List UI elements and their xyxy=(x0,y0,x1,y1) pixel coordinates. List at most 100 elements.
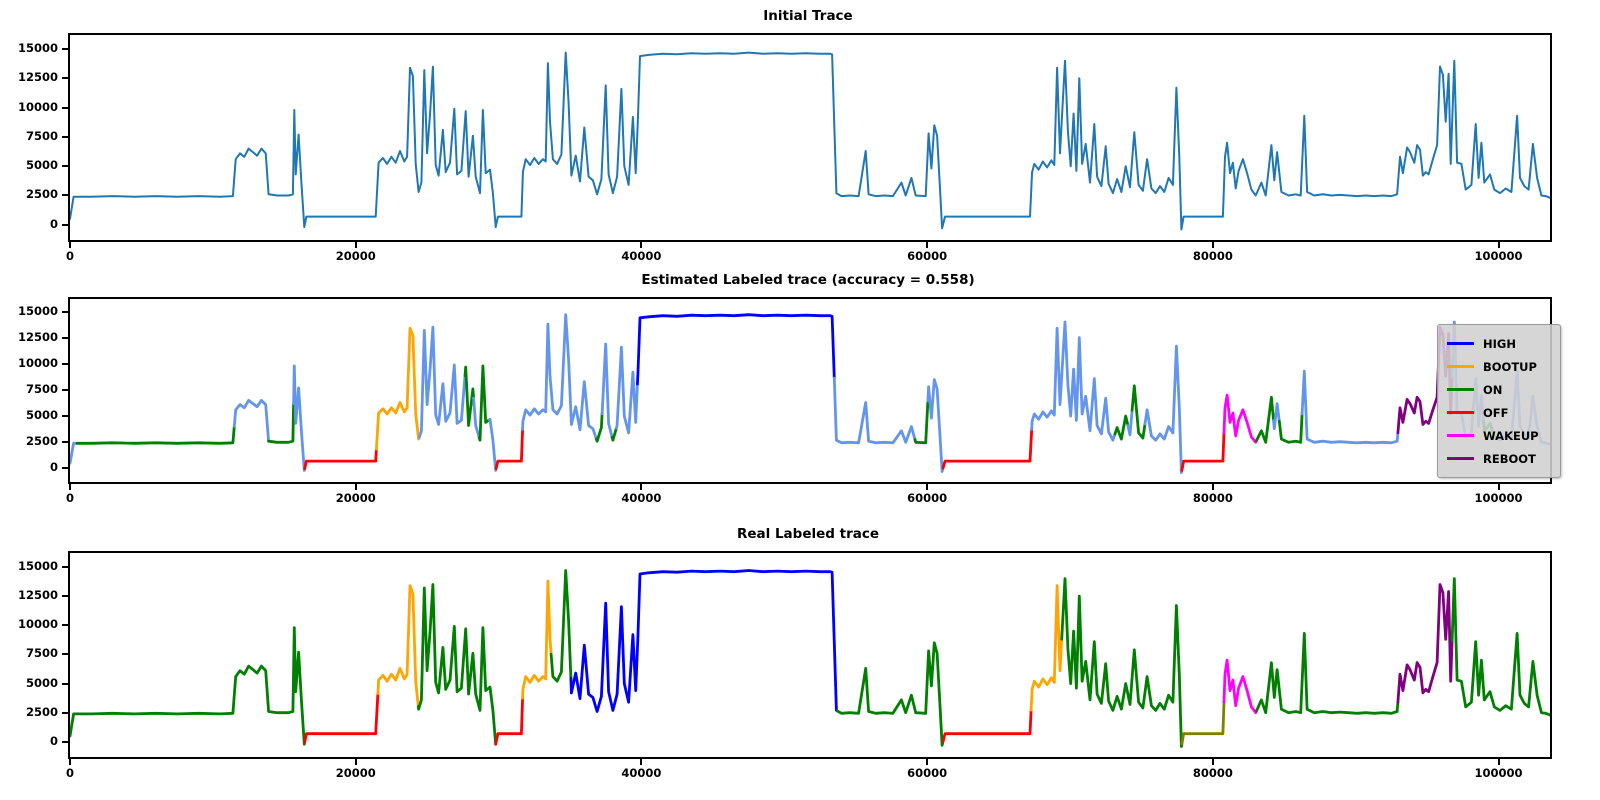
trace-segment-unlabeled xyxy=(232,399,271,443)
x-tick-mark xyxy=(640,759,643,765)
y-tick-mark xyxy=(62,77,68,80)
y-tick-label: 2500 xyxy=(25,187,58,202)
trace-segment-off xyxy=(303,692,380,744)
y-tick-label: 10000 xyxy=(17,355,58,370)
x-tick-mark xyxy=(640,242,643,248)
x-tick-label: 40000 xyxy=(621,491,662,505)
x-tick-label: 100000 xyxy=(1474,249,1523,263)
chart-title-estimated-trace: Estimated Labeled trace (accuracy = 0.55… xyxy=(641,272,975,288)
trace-segment-unlabeled xyxy=(472,396,481,440)
y-tick-label: 15000 xyxy=(17,303,58,318)
x-tick-mark xyxy=(1211,759,1214,765)
trace-segment-unlabeled xyxy=(487,417,498,472)
trace-segment-trace xyxy=(70,51,1550,231)
y-tick-mark xyxy=(62,336,68,339)
x-tick-mark xyxy=(354,484,357,490)
trace-segment-unlabeled xyxy=(600,342,614,439)
trace-segment-unlabeled xyxy=(1272,402,1281,431)
trace-segment-on xyxy=(1060,577,1184,748)
trace-segment-on xyxy=(1277,412,1304,444)
x-tick-mark xyxy=(1211,484,1214,490)
trace-segment-on xyxy=(267,402,296,444)
trace-segment-unlabeled xyxy=(70,441,79,465)
y-tick-mark xyxy=(62,441,68,444)
trace-segment-wakeup xyxy=(1222,658,1258,715)
trace-segment-unlabeled xyxy=(1126,409,1134,437)
trace-segment-on xyxy=(463,365,476,427)
y-tick-label: 5000 xyxy=(25,675,58,690)
trace-segment-wakeup xyxy=(1222,393,1258,444)
x-tick-mark xyxy=(69,484,71,490)
trace-segment-bootup xyxy=(376,584,420,708)
legend-item-on: ON xyxy=(1447,378,1552,401)
x-tick-label: 80000 xyxy=(1192,491,1233,505)
y-tick-label: 15000 xyxy=(17,558,58,573)
x-tick-label: 0 xyxy=(65,766,74,780)
trace-segment-off xyxy=(303,447,378,471)
legend-line-icon xyxy=(1447,434,1474,437)
trace-segment-on xyxy=(416,583,498,746)
trace-segment-olive xyxy=(1180,700,1226,746)
y-tick-mark xyxy=(62,711,68,714)
x-tick-label: 0 xyxy=(65,491,74,505)
trace-segment-on xyxy=(1450,577,1550,717)
y-tick-label: 2500 xyxy=(25,704,58,719)
y-tick-label: 12500 xyxy=(17,329,58,344)
y-tick-label: 7500 xyxy=(25,381,58,396)
trace-segment-unlabeled xyxy=(615,345,639,435)
y-tick-mark xyxy=(62,223,68,226)
trace-segment-unlabeled xyxy=(521,313,598,441)
legend-label: REBOOT xyxy=(1483,451,1536,466)
y-tick-mark xyxy=(62,595,68,598)
trace-segment-unlabeled xyxy=(1030,320,1117,442)
y-tick-mark xyxy=(62,682,68,685)
trace-segment-off xyxy=(494,696,525,746)
x-tick-mark xyxy=(1497,242,1500,248)
y-tick-label: 0 xyxy=(49,460,58,475)
y-tick-mark xyxy=(62,624,68,627)
y-tick-mark xyxy=(62,467,68,470)
trace-segment-on xyxy=(477,364,491,442)
plot-real-trace xyxy=(68,551,1552,759)
y-tick-mark xyxy=(62,415,68,418)
legend-label: OFF xyxy=(1483,405,1509,420)
legend: HIGH BOOTUP ON OFF WAKEUP REBOOT xyxy=(1437,324,1561,478)
trace-segment-bootup xyxy=(1029,584,1064,712)
chart-title-real-trace: Real Labeled trace xyxy=(736,526,880,542)
trace-segment-bootup xyxy=(521,579,553,700)
x-tick-label: 40000 xyxy=(621,249,662,263)
legend-label: ON xyxy=(1483,382,1503,397)
y-tick-mark xyxy=(62,48,68,51)
trace-segment-reboot xyxy=(1396,583,1454,704)
legend-item-wakeup: WAKEUP xyxy=(1447,424,1552,447)
y-tick-mark xyxy=(62,106,68,109)
x-tick-mark xyxy=(1211,242,1214,248)
y-tick-mark xyxy=(62,653,68,656)
plot-initial-trace xyxy=(68,33,1552,242)
x-tick-label: 60000 xyxy=(907,491,948,505)
trace-segment-unlabeled xyxy=(832,376,917,445)
trace-segment-on xyxy=(1255,632,1400,715)
trace-segment-on xyxy=(913,399,930,445)
trace-segment-unlabeled xyxy=(1143,344,1184,475)
trace-segment-on xyxy=(549,569,573,683)
legend-item-off: OFF xyxy=(1447,401,1552,424)
y-tick-mark xyxy=(62,362,68,365)
trace-segment-unlabeled xyxy=(1300,369,1400,445)
legend-item-reboot: REBOOT xyxy=(1447,447,1552,470)
legend-item-high: HIGH xyxy=(1447,332,1552,355)
x-tick-mark xyxy=(926,759,929,765)
y-tick-label: 10000 xyxy=(17,99,58,114)
x-tick-mark xyxy=(926,242,929,248)
y-tick-mark xyxy=(62,165,68,168)
legend-label: BOOTUP xyxy=(1483,359,1537,374)
trace-segment-on xyxy=(75,424,236,445)
x-tick-label: 20000 xyxy=(335,249,376,263)
legend-line-icon xyxy=(1447,365,1474,368)
trace-segment-high xyxy=(569,569,839,713)
x-tick-label: 20000 xyxy=(335,766,376,780)
x-tick-label: 0 xyxy=(65,249,74,263)
x-tick-mark xyxy=(354,759,357,765)
x-tick-label: 100000 xyxy=(1474,766,1523,780)
y-tick-mark xyxy=(62,740,68,743)
